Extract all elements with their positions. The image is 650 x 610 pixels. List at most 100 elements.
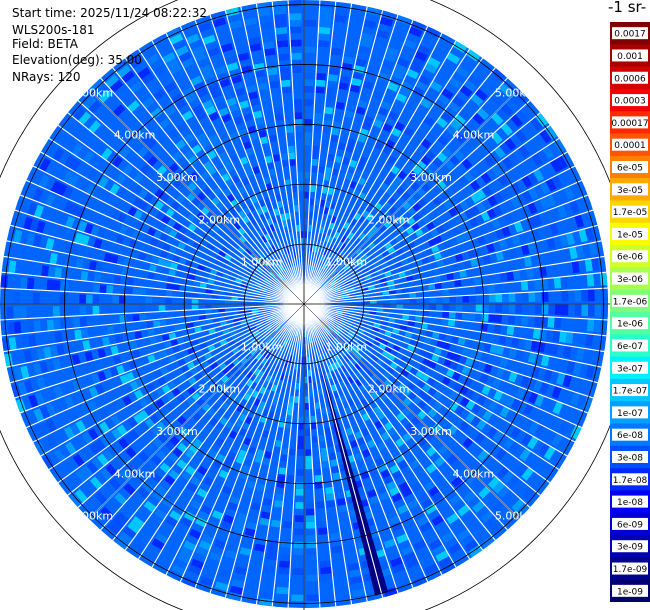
range-gate-cell [251, 502, 262, 511]
range-gate-cell [362, 364, 370, 373]
range-gate-cell [281, 86, 291, 94]
range-gate-cell [397, 504, 410, 515]
range-gate-cell [33, 320, 42, 333]
range-gate-cell [476, 419, 487, 431]
range-gate-cell [452, 40, 468, 54]
range-gate-cell [464, 208, 474, 219]
range-gate-cell [133, 209, 143, 220]
range-gate-cell [230, 330, 238, 337]
range-gate-cell [539, 196, 550, 210]
range-gate-cell [271, 147, 279, 156]
range-gate-cell [119, 374, 129, 385]
range-gate-cell [131, 540, 146, 554]
range-gate-cell [157, 258, 166, 267]
range-gate-cell [309, 389, 314, 397]
range-gate-cell [282, 323, 288, 330]
range-gate-cell [206, 243, 215, 252]
range-gate-cell [280, 454, 289, 462]
range-gate-cell [224, 300, 232, 304]
range-gate-cell [116, 212, 127, 224]
range-gate-cell [251, 358, 259, 366]
range-gate-cell [125, 314, 134, 323]
range-gate-cell [474, 350, 483, 360]
range-gate-cell [392, 563, 406, 574]
colorbar-tick-bg [612, 138, 648, 151]
range-gate-cell [238, 449, 248, 459]
range-gate-cell [305, 515, 316, 523]
range-gate-cell [366, 213, 374, 222]
range-gate-cell [223, 242, 232, 250]
range-gate-cell [337, 343, 344, 350]
range-gate-cell [104, 418, 116, 430]
range-gate-cell [13, 367, 24, 381]
range-gate-cell [305, 462, 313, 470]
ring-label: 4.00km [114, 467, 156, 480]
range-gate-cell [211, 384, 220, 393]
range-gate-cell [220, 520, 233, 531]
range-gate-cell [565, 331, 574, 344]
range-gate-cell [145, 138, 157, 150]
range-gate-cell [92, 283, 101, 294]
range-gate-cell [411, 212, 421, 222]
range-gate-cell [187, 274, 196, 281]
range-gate-cell [384, 270, 392, 277]
range-gate-cell [165, 57, 179, 70]
range-gate-cell [451, 335, 460, 344]
range-gate-cell [216, 453, 226, 463]
range-gate-cell [328, 364, 334, 372]
range-gate-cell [82, 340, 91, 351]
range-gate-cell [476, 394, 487, 405]
range-gate-cell [243, 340, 251, 347]
range-gate-cell [348, 259, 355, 267]
range-gate-cell [211, 290, 220, 296]
range-gate-cell [514, 89, 528, 103]
range-gate-cell [352, 588, 366, 598]
range-gate-cell [489, 92, 504, 106]
range-gate-cell [487, 476, 501, 490]
range-gate-cell [437, 93, 450, 105]
range-gate-cell [481, 384, 492, 396]
range-gate-cell [469, 257, 479, 267]
range-gate-cell [13, 306, 21, 320]
range-gate-cell [346, 353, 353, 361]
range-gate-cell [357, 261, 365, 268]
range-gate-cell [320, 269, 326, 277]
range-gate-cell [284, 268, 289, 276]
range-gate-cell [173, 324, 182, 332]
range-gate-cell [181, 87, 194, 98]
range-gate-cell [241, 322, 249, 328]
range-gate-cell [258, 355, 266, 363]
range-gate-cell [21, 335, 30, 349]
range-gate-cell [548, 304, 556, 315]
ray-line [6, 303, 305, 368]
range-gate-cell [114, 473, 127, 487]
range-gate-cell [155, 240, 165, 250]
range-gate-cell [367, 489, 378, 499]
range-gate-cell [236, 512, 248, 522]
range-gate-cell [446, 272, 454, 280]
range-gate-cell [259, 517, 270, 526]
range-gate-cell [290, 39, 302, 47]
range-gate-cell [234, 278, 243, 284]
range-gate-cell [237, 210, 246, 219]
range-gate-cell [282, 367, 287, 375]
range-gate-cell [327, 326, 334, 332]
range-gate-cell [319, 199, 326, 207]
range-gate-cell [483, 363, 493, 374]
range-gate-cell [463, 170, 474, 183]
range-gate-cell [369, 495, 380, 505]
range-gate-cell [449, 360, 459, 370]
range-gate-cell [100, 468, 113, 481]
range-gate-cell [392, 344, 401, 352]
ray-line [48, 303, 305, 471]
range-gate-cell [396, 533, 409, 544]
range-gate-cell [193, 51, 207, 63]
range-gate-cell [288, 152, 296, 160]
range-gate-cell [101, 336, 111, 347]
range-gate-cell [357, 134, 367, 144]
range-gate-cell [434, 282, 442, 289]
range-gate-cell [6, 306, 14, 320]
range-gate-cell [327, 371, 333, 380]
range-gate-cell [277, 221, 283, 229]
range-gate-cell [355, 258, 363, 265]
